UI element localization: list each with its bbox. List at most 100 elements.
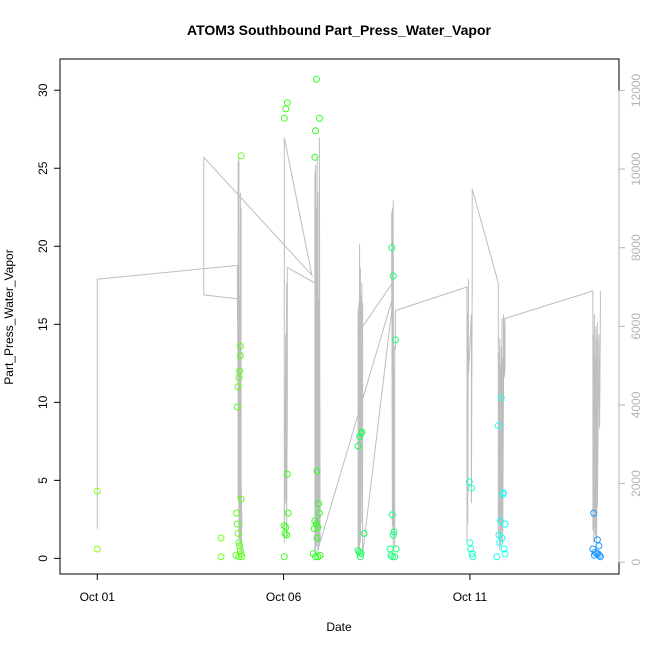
data-point — [283, 470, 291, 478]
data-point — [493, 553, 501, 561]
chart-title: ATOM3 Southbound Part_Press_Water_Vapor — [187, 22, 491, 38]
data-point — [316, 551, 324, 559]
data-point — [356, 553, 364, 561]
line-series-path — [96, 137, 601, 555]
data-point — [388, 553, 396, 561]
left-axis-tick-label: 10 — [36, 395, 50, 409]
data-point — [314, 523, 322, 531]
data-point — [590, 509, 598, 517]
left-axis-tick-label: 15 — [36, 317, 50, 331]
data-point — [313, 534, 321, 542]
data-point — [236, 342, 244, 350]
data-point — [280, 522, 288, 530]
data-point — [356, 548, 364, 556]
line-series — [96, 137, 601, 555]
data-point — [354, 442, 362, 450]
data-point — [280, 114, 288, 122]
left-axis-tick-label: 25 — [36, 161, 50, 175]
data-point — [233, 520, 241, 528]
data-point — [238, 553, 246, 561]
x-axis-tick-label: Oct 06 — [266, 590, 302, 604]
data-point — [310, 525, 318, 533]
data-point — [501, 520, 509, 528]
data-point — [283, 99, 291, 107]
right-axis-tick-label: 12000 — [629, 73, 643, 107]
data-point — [468, 550, 476, 558]
data-point — [501, 550, 509, 558]
data-point — [386, 545, 394, 553]
data-point — [388, 244, 396, 252]
data-point — [497, 394, 505, 402]
data-point — [312, 75, 320, 83]
data-point — [234, 383, 242, 391]
data-point — [389, 531, 397, 539]
data-point — [494, 422, 502, 430]
data-point — [388, 511, 396, 519]
data-point — [217, 553, 225, 561]
data-point — [281, 529, 289, 537]
data-point — [235, 539, 243, 547]
x-axis-tick-label: Oct 11 — [453, 590, 488, 604]
data-point — [283, 531, 291, 539]
data-point — [312, 553, 320, 561]
right-axis-tick-label: 8000 — [629, 234, 643, 261]
plot-frame — [59, 58, 620, 575]
data-point — [311, 153, 319, 161]
data-point — [496, 539, 504, 547]
data-point — [590, 551, 598, 559]
data-point — [282, 523, 290, 531]
data-point — [497, 517, 504, 525]
data-point — [390, 528, 398, 536]
data-point — [389, 272, 397, 280]
data-point — [315, 500, 323, 508]
data-point — [358, 428, 366, 436]
data-point — [467, 484, 475, 492]
data-point — [235, 553, 243, 561]
data-point — [312, 127, 320, 135]
left-axis-tick-label: 20 — [36, 239, 50, 253]
data-point — [593, 536, 601, 544]
data-point — [237, 495, 245, 503]
left-axis-tick-label: 5 — [36, 477, 50, 484]
data-point — [234, 529, 242, 537]
data-point — [315, 509, 323, 517]
data-point — [500, 489, 507, 497]
data-point — [466, 539, 474, 547]
data-point — [387, 551, 395, 559]
data-point — [236, 547, 244, 555]
data-point — [315, 114, 323, 122]
data-point — [217, 534, 225, 542]
data-point — [236, 352, 244, 359]
right-axis-tick-label: 2000 — [629, 470, 643, 497]
data-point — [467, 545, 475, 553]
right-axis-tick-label: 4000 — [629, 391, 643, 418]
data-point — [595, 542, 603, 550]
y-axis-label: Part_Press_Water_Vapor — [2, 249, 16, 384]
left-axis-tick-label: 0 — [36, 555, 50, 562]
right-axis-tick-label: 0 — [629, 559, 643, 566]
right-axis-tick-label: 6000 — [629, 313, 643, 340]
data-point — [391, 336, 399, 344]
right-axis-tick-label: 10000 — [629, 152, 643, 186]
data-point — [233, 509, 241, 517]
data-point — [93, 487, 101, 495]
x-axis: Oct 01 Oct 06 Oct 11 — [80, 573, 488, 604]
data-point — [236, 367, 244, 375]
right-y-axis: 0 2000 4000 6000 8000 10000 12000 — [618, 73, 643, 566]
data-point — [282, 105, 290, 113]
data-point — [391, 553, 399, 561]
x-axis-tick-label: Oct 01 — [80, 590, 116, 604]
x-axis-label: Date — [326, 620, 352, 634]
data-point — [280, 553, 288, 561]
data-point — [93, 545, 101, 553]
data-point — [500, 545, 508, 553]
data-point — [360, 529, 368, 537]
data-point — [392, 545, 400, 553]
data-point — [465, 478, 473, 486]
data-point — [357, 550, 365, 558]
data-point — [237, 152, 245, 160]
data-point — [236, 542, 244, 550]
data-point — [313, 467, 321, 475]
data-point — [233, 403, 241, 411]
